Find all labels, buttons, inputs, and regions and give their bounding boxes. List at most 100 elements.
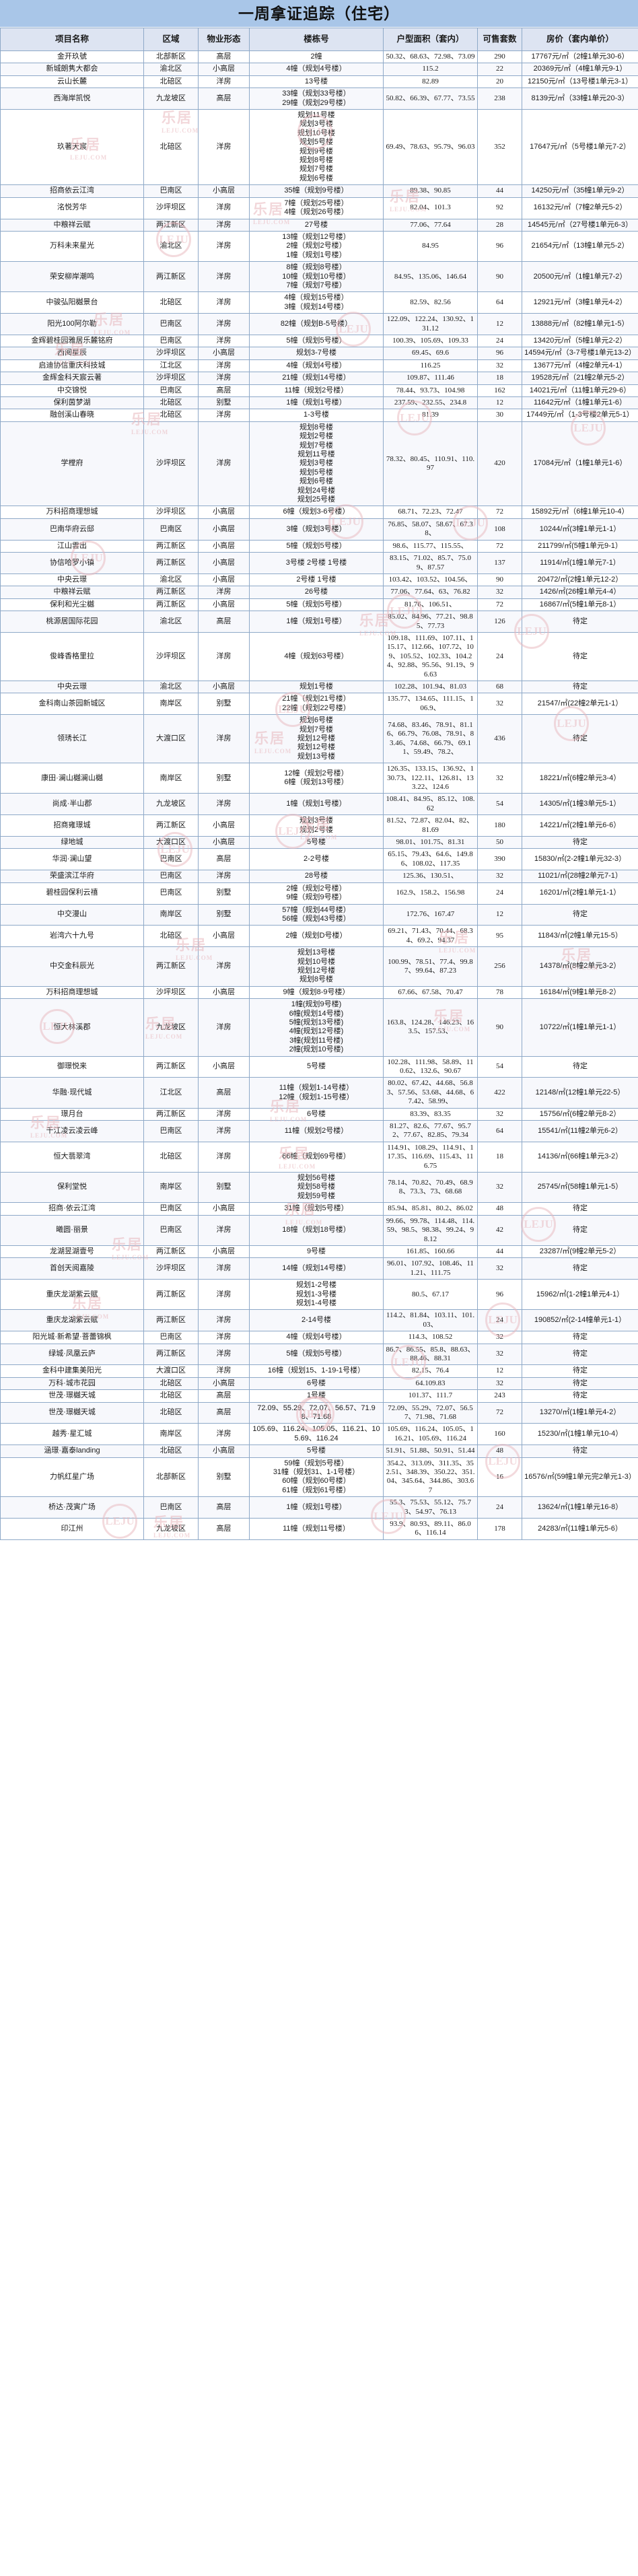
cell-units-for-sale: 72 — [477, 1401, 522, 1424]
table-row: 金辉金科天宸云著 沙坪坝区 洋房 21幢（规划14号楼） 109.87、111.46 18… — [0, 372, 638, 385]
cell-price: 待定 — [522, 1257, 638, 1280]
cell-project-name: 阳光100阿尔勒 — [0, 313, 144, 335]
cell-building-no: 2-2号楼 — [249, 848, 384, 871]
cell-project-name: 万科招商理想城 — [0, 985, 144, 1000]
cell-district: 沙坪坝区 — [143, 985, 199, 1000]
column-header-price: 房价（套内单价） — [522, 28, 638, 51]
cell-property-type: 洋房 — [198, 1107, 250, 1121]
cell-units-for-sale: 18 — [477, 1141, 522, 1173]
cell-property-type: 高层 — [198, 1077, 250, 1109]
cell-project-name: 力帆红星广场 — [0, 1457, 144, 1498]
cell-project-name: 康田·澜山樾澜山樾 — [0, 763, 144, 794]
cell-building-no: 2-14号楼 — [249, 1309, 384, 1332]
cell-unit-area: 78.32、80.45、110.91、110.97 — [383, 421, 478, 507]
cell-property-type: 高层 — [198, 611, 250, 633]
cell-district: 北碚区 — [143, 1141, 199, 1173]
cell-district: 巴南区 — [143, 1496, 199, 1519]
cell-building-no: 26号楼 — [249, 586, 384, 599]
column-header-building-no: 楼栋号 — [249, 28, 384, 51]
cell-units-for-sale: 290 — [477, 50, 522, 64]
cell-district: 九龙坡区 — [143, 998, 199, 1057]
cell-unit-area: 77.06、77.64 — [383, 218, 478, 232]
table-row: 越秀·星汇城 南岸区 洋房 105.69、116.24、105.05、116.21、1… — [0, 1423, 638, 1446]
table-row: 御璟悦来 两江新区 小高层 5号楼 102.28、111.98、58.89、110.62… — [0, 1055, 638, 1078]
table-row: 中交漫山 南岸区 别墅 57幢（规划44号楼） 56幢（规划43号楼） 172.76、1… — [0, 903, 638, 926]
cell-price: 13677元/㎡（4幢2单元4-1） — [522, 359, 638, 373]
cell-project-name: 招商依云江湾 — [0, 184, 144, 198]
cell-property-type: 小高层 — [198, 1444, 250, 1458]
cell-units-for-sale: 32 — [477, 1377, 522, 1391]
cell-price: 15230/㎡(1幢1单元10-4） — [522, 1423, 638, 1446]
cell-district: 两江新区 — [143, 1055, 199, 1078]
cell-units-for-sale: 32 — [477, 1257, 522, 1280]
cell-district: 大渡口区 — [143, 714, 199, 764]
cell-unit-area: 82.15、76.4 — [383, 1364, 478, 1378]
cell-price: 待定 — [522, 1202, 638, 1216]
cell-units-for-sale: 238 — [477, 88, 522, 110]
cell-unit-area: 122.09、122.24、130.92、131.12 — [383, 313, 478, 335]
cell-unit-area: 81.39 — [383, 409, 478, 422]
cell-property-type: 洋房 — [198, 230, 250, 263]
table-row: 金开玖號 北部新区 高层 2幢 50.32、68.63、72.98、73.09 290 17… — [0, 50, 638, 64]
cell-district: 两江新区 — [143, 218, 199, 232]
cell-unit-area: 125.36、130.51、 — [383, 870, 478, 883]
cell-units-for-sale: 243 — [477, 1389, 522, 1403]
cell-unit-area: 96.01、107.92、108.46、111.21、111.75 — [383, 1257, 478, 1280]
cell-price: 待定 — [522, 631, 638, 681]
cell-price: 14221/㎡(2幢1单元6-6） — [522, 814, 638, 837]
cell-units-for-sale: 32 — [477, 1172, 522, 1204]
cell-price: 14594元/㎡（3-7号楼1单元13-2） — [522, 347, 638, 360]
cell-unit-area: 100.39、105.69、109.33 — [383, 334, 478, 348]
cell-unit-area: 102.28、111.98、58.89、110.62、132.6、90.67 — [383, 1055, 478, 1078]
cell-district: 两江新区 — [143, 1309, 199, 1332]
title-banner: 一周拿证追踪（住宅） — [0, 0, 638, 28]
cell-project-name: 协信哈罗小镇 — [0, 552, 144, 574]
cell-price: 14021元/㎡（11幢1单元29-6） — [522, 384, 638, 398]
cell-price: 20500元/㎡（1幢1单元7-2） — [522, 261, 638, 293]
cell-units-for-sale: 44 — [477, 184, 522, 198]
cell-property-type: 高层 — [198, 1389, 250, 1403]
cell-project-name: 璟月台 — [0, 1107, 144, 1121]
table-row: 荣盛滨江华府 巴南区 洋房 28号楼 125.36、130.51、 32 11021/㎡(2… — [0, 870, 638, 883]
cell-building-no: 4幢（规划15号楼） 3幢（规划14号楼） — [249, 291, 384, 314]
cell-price: 13624/㎡(1幢1单元16-8） — [522, 1496, 638, 1519]
cell-district: 渝北区 — [143, 230, 199, 263]
cell-district: 沙坪坝区 — [143, 421, 199, 507]
cell-district: 南岸区 — [143, 903, 199, 926]
cell-building-no: 5幢（规划5号楼） — [249, 334, 384, 348]
cell-unit-area: 65.15、79.43、64.6、149.86、108.02、117.35 — [383, 848, 478, 871]
cell-unit-area: 82.04、101.3 — [383, 197, 478, 219]
table-row: 启迪协信重庆科技城 江北区 洋房 4幢（规划4号楼） 116.25 32 13677元/㎡（… — [0, 359, 638, 373]
table-row: 学樘府 沙坪坝区 洋房 规划8号楼 规划2号楼 规划7号楼 规划11号楼 规划3号楼 … — [0, 421, 638, 507]
cell-units-for-sale: 78 — [477, 985, 522, 1000]
cell-building-no: 6号楼 — [249, 1107, 384, 1121]
cell-project-name: 阳光城·新希望·菩蕾锦枫 — [0, 1331, 144, 1344]
cell-price: 14378/㎡(8幢2单元3-2） — [522, 946, 638, 987]
cell-unit-area: 114.3、108.52 — [383, 1331, 478, 1344]
table-row: 招商依云江湾 巴南区 小高层 35幢（规划9号楼） 89.38、90.85 44 14250… — [0, 184, 638, 198]
cell-building-no: 规划3-7号楼 — [249, 347, 384, 360]
cell-property-type: 小高层 — [198, 573, 250, 587]
cell-unit-area: 85.02、84.96、77.21、98.85、77.73 — [383, 611, 478, 633]
cell-district: 渝北区 — [143, 611, 199, 633]
table-row: 恒大林溪郡 九龙坡区 洋房 1幢(规划9号楼) 6幢(规划14号楼) 5幢(规划13号… — [0, 998, 638, 1057]
cell-units-for-sale: 90 — [477, 261, 522, 293]
cell-price: 待定 — [522, 714, 638, 764]
cell-price: 10722/㎡(1幢1单元1-1） — [522, 998, 638, 1057]
table-row: 中交金科辰光 两江新区 洋房 规划13号楼 规划10号楼 规划12号楼 规划8号楼 10… — [0, 946, 638, 987]
cell-district: 南岸区 — [143, 1423, 199, 1446]
cell-project-name: 金辉碧桂园雅居乐麓铭府 — [0, 334, 144, 348]
cell-units-for-sale: 126 — [477, 611, 522, 633]
cell-district: 九龙坡区 — [143, 88, 199, 110]
table-row: 玖著天宸 北碚区 洋房 规划11号楼 规划3号楼 规划10号楼 规划5号楼 规划9号楼… — [0, 109, 638, 186]
cell-building-no: 1号楼 — [249, 1389, 384, 1403]
cell-unit-area: 135.77、134.65、111.15、106.9、 — [383, 693, 478, 716]
cell-district: 巴南区 — [143, 1214, 199, 1246]
cell-district: 两江新区 — [143, 1343, 199, 1366]
cell-unit-area: 84.95 — [383, 230, 478, 263]
cell-price: 14305/㎡(1幢3单元5-1） — [522, 793, 638, 816]
cell-project-name: 西阅星辰 — [0, 347, 144, 360]
cell-project-name: 新城朗隽大都会 — [0, 63, 144, 76]
table-row: 中骏弘阳樾景台 北碚区 洋房 4幢（规划15号楼） 3幢（规划14号楼） 82.59、8… — [0, 291, 638, 314]
cell-unit-area: 68.71、72.23、72.47 — [383, 506, 478, 519]
